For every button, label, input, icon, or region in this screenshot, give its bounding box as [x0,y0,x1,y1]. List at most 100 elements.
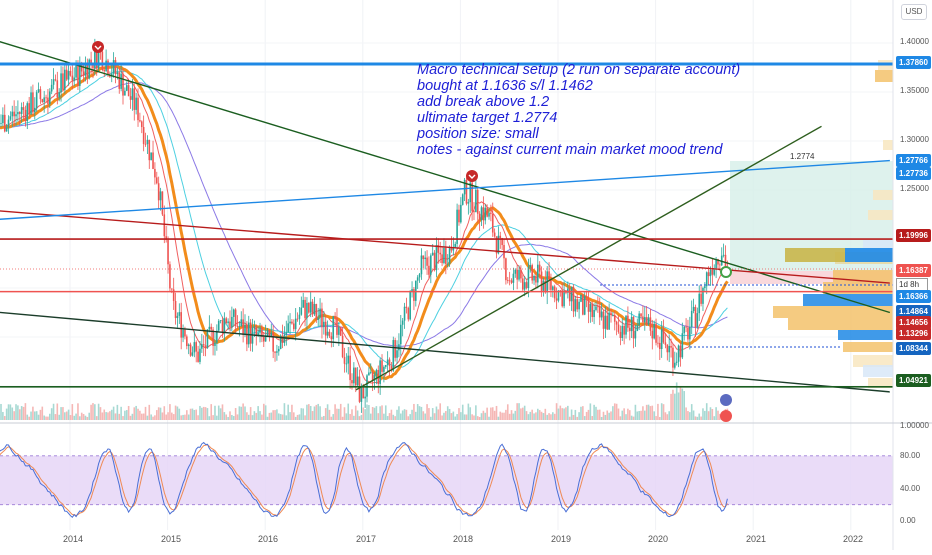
candle-body [529,265,532,268]
candle-body [20,107,23,114]
candle-body [0,123,2,124]
volume-bar [497,416,500,420]
volume-bar [557,408,560,420]
candle-body [210,326,213,330]
candle-body [189,344,192,356]
volume-bar [619,416,622,420]
candle-body [461,194,464,205]
signal-marker-arrow [94,45,102,50]
candle-body [257,332,259,336]
candle-body [720,255,723,266]
candle-body [555,298,558,301]
time-tick: 2022 [843,534,864,544]
candle-body [521,278,524,290]
volume-bar [304,415,306,420]
volume-bar [692,410,695,420]
candle-body [568,288,571,302]
volume-bar [679,386,682,420]
volume-bar [623,408,625,420]
currency-button[interactable]: USD [901,4,927,20]
volume-bar [64,412,66,420]
volume-bar [585,411,588,420]
volume-bar [593,404,595,420]
volume-bar [127,405,130,420]
candle-body [214,342,216,346]
volume-bar [212,415,214,420]
candle-body [660,328,663,349]
volume-profile-bar [833,270,893,282]
candle-body [369,372,372,373]
candle-body [473,211,475,213]
candle-body [3,114,6,132]
candle-body [368,372,370,376]
volume-bar [578,412,580,420]
candle-body [276,351,278,353]
volume-bar [523,405,526,420]
volume-bar [347,403,350,420]
candle-body [467,202,470,204]
time-tick: 2016 [258,534,279,544]
candle-body [606,315,609,330]
candle-body [550,279,552,290]
candle-body [501,237,503,246]
volume-bar [201,407,203,420]
candle-body [383,366,385,372]
volume-bar [336,408,338,420]
candle-body [580,294,582,302]
candle-body [375,369,378,376]
candle-body [204,345,207,348]
time-tick: 2017 [356,534,377,544]
candle-body [441,254,443,264]
candle-body [537,264,539,283]
candle-body [259,327,261,333]
candle-body [583,296,586,315]
candle-body [118,72,121,89]
volume-bar [332,414,335,420]
volume-bar [159,407,162,420]
volume-bar [116,404,119,420]
candle-body [184,329,186,337]
volume-bar [647,404,650,420]
candle-body [533,276,535,281]
candle-body [242,319,244,335]
candle-body [495,236,498,254]
candle-body [131,88,134,100]
candle-body [360,386,363,402]
volume-bar [287,404,289,420]
volume-bar [565,407,567,420]
volume-bar [187,414,190,420]
volume-bar [17,405,19,420]
volume-bar [99,407,102,420]
volume-bar [473,415,475,420]
volume-bar [52,403,55,420]
volume-bar [508,413,511,420]
candle-body [18,112,21,114]
volume-bar [456,414,458,420]
candle-body [497,235,500,254]
candle-body [193,342,196,353]
candle-body [133,88,136,110]
volume-bar [518,403,520,420]
candle-body [270,332,273,337]
candle-body [30,92,32,115]
volume-bar [50,408,53,420]
volume-profile-bar [868,378,893,388]
volume-profile-bar [875,70,893,82]
candle-body [623,325,625,335]
volume-bar [689,412,691,420]
volume-bar [538,410,541,420]
candle-body [86,64,89,79]
volume-bar [125,410,128,420]
volume-bar [88,412,91,420]
candle-body [413,289,415,301]
volume-bar [561,408,564,420]
candle-body [587,297,590,312]
volume-bar [131,413,134,420]
candle-body [236,325,239,327]
candle-body [668,346,670,353]
volume-bar [666,414,669,420]
volume-bar [490,407,492,420]
target-label: 1.2774 [790,152,815,161]
candle-body [289,321,291,324]
